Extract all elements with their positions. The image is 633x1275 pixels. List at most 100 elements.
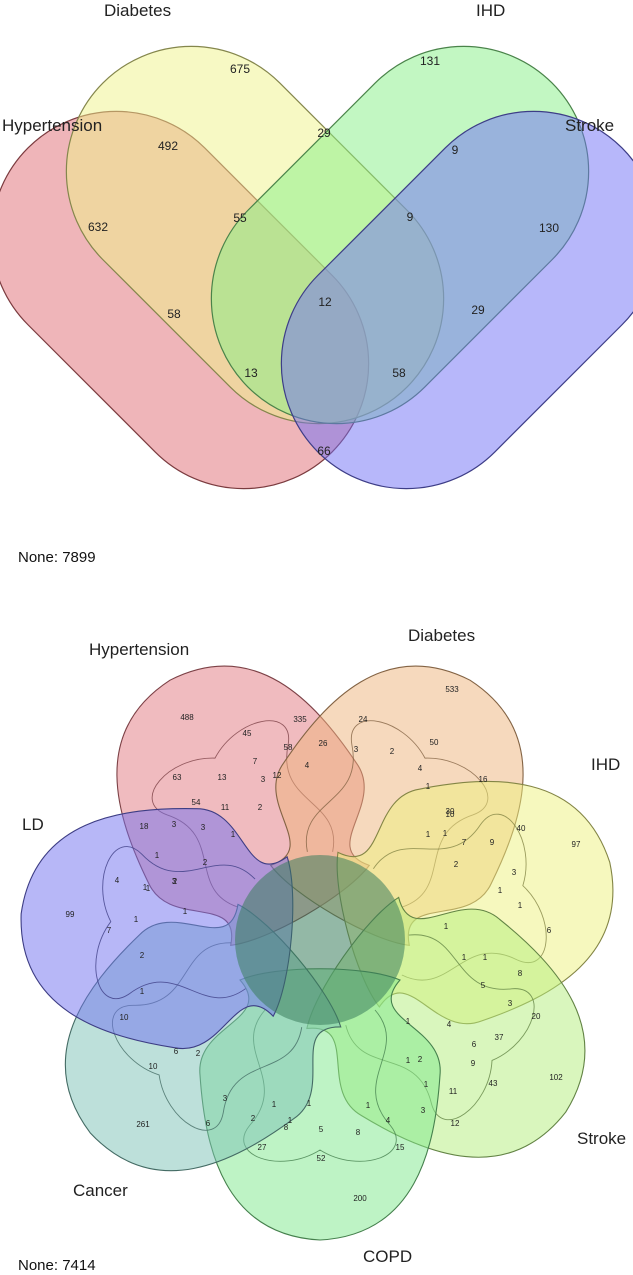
venn-region-count: 97 xyxy=(572,840,581,849)
venn-region-count: 12 xyxy=(318,295,332,309)
venn-seven-set-shapes xyxy=(20,665,614,1241)
venn-region-count: 1 xyxy=(426,830,431,839)
venn-region-count: 12 xyxy=(451,1119,460,1128)
venn-region-count: 1 xyxy=(307,1099,312,1108)
venn-set-label-copd: COPD xyxy=(363,1247,412,1266)
venn-set-label-ihd: IHD xyxy=(476,1,505,20)
venn-region-count: 30 xyxy=(446,807,455,816)
venn-region-count: 27 xyxy=(258,1143,267,1152)
venn-seven-set-labels: Hypertension Diabetes IHD Stroke COPD Cancer L… xyxy=(22,626,626,1266)
venn-region-count: 11 xyxy=(449,1087,458,1096)
venn-region-count: 2 xyxy=(251,1114,256,1123)
venn-region-count: 2 xyxy=(173,877,178,886)
venn-region-count: 55 xyxy=(233,211,247,225)
venn-region-count: 1 xyxy=(444,922,449,931)
venn-four-set-shapes xyxy=(0,45,633,490)
venn-region-count: 6 xyxy=(206,1119,211,1128)
venn-region-count: 3 xyxy=(261,775,266,784)
venn-set-label-ld: LD xyxy=(22,815,44,834)
venn-set-label-diabetes: Diabetes xyxy=(408,626,475,645)
venn-region-count: 10 xyxy=(149,1062,158,1071)
venn-region-count: 3 xyxy=(354,745,359,754)
venn-four-set-counts: 675 131 492 29 9 130 632 55 9 58 12 29 13 58 66 xyxy=(88,54,559,458)
venn-region-count: 9 xyxy=(407,210,414,224)
venn-region-count: 9 xyxy=(490,838,495,847)
venn-region-count: 18 xyxy=(140,822,149,831)
venn-region-count: 4 xyxy=(447,1020,452,1029)
venn-region-count: 40 xyxy=(517,824,526,833)
venn-region-count: 24 xyxy=(359,715,368,724)
venn-region-count: 533 xyxy=(445,685,459,694)
venn-region-count: 261 xyxy=(136,1120,150,1129)
venn-region-count: 1 xyxy=(426,782,431,791)
venn-region-count: 1 xyxy=(424,1080,429,1089)
venn-region-count: 492 xyxy=(158,139,178,153)
venn-region-count: 58 xyxy=(284,743,293,752)
venn-set-label-hypertension: Hypertension xyxy=(2,116,102,135)
venn-region-count: 7 xyxy=(462,838,467,847)
venn-region-count: 4 xyxy=(386,1116,391,1125)
venn-four-set-labels: Hypertension Diabetes IHD Stroke xyxy=(2,1,614,135)
venn-four-set-none-count: None: 7899 xyxy=(18,549,96,566)
venn-region-count: 12 xyxy=(273,771,282,780)
venn-region-count: 2 xyxy=(418,1055,423,1064)
venn-region-count: 1 xyxy=(462,953,467,962)
venn-region-count: 102 xyxy=(549,1073,563,1082)
venn-region-count: 1 xyxy=(134,915,139,924)
venn-set-label-diabetes: Diabetes xyxy=(104,1,171,20)
venn-region-count: 2 xyxy=(258,803,263,812)
venn-region-count: 3 xyxy=(223,1094,228,1103)
venn-region-count: 29 xyxy=(317,126,331,140)
venn-region-count: 7 xyxy=(253,757,258,766)
venn-set-shape-stroke xyxy=(280,110,633,490)
venn-region-count: 58 xyxy=(392,366,406,380)
venn-set-shape-ld xyxy=(20,808,294,1050)
venn-region-count: 1 xyxy=(146,884,151,893)
venn-region-count: 29 xyxy=(471,303,485,317)
venn-region-count: 6 xyxy=(472,1040,477,1049)
venn-region-count: 11 xyxy=(221,803,230,812)
venn-region-count: 66 xyxy=(317,444,331,458)
venn-region-count: 58 xyxy=(167,307,181,321)
venn-region-count: 675 xyxy=(230,62,250,76)
venn-region-count: 131 xyxy=(420,54,440,68)
venn-region-count: 6 xyxy=(547,926,552,935)
venn-region-count: 8 xyxy=(284,1123,289,1132)
venn-region-count: 45 xyxy=(243,729,252,738)
venn-region-count: 26 xyxy=(319,739,328,748)
venn-set-wave-ld xyxy=(95,846,256,1000)
venn-region-count: 4 xyxy=(418,764,423,773)
venn-set-label-stroke: Stroke xyxy=(577,1129,626,1148)
venn-region-count: 1 xyxy=(183,907,188,916)
venn-region-count: 7 xyxy=(107,926,112,935)
venn-region-count: 3 xyxy=(201,823,206,832)
venn-region-count: 1 xyxy=(143,883,148,892)
venn-region-count: 1 xyxy=(406,1056,411,1065)
venn-set-label-ihd: IHD xyxy=(591,755,620,774)
venn-region-count: 2 xyxy=(390,747,395,756)
venn-region-count: 15 xyxy=(396,1143,405,1152)
venn-region-count: 1 xyxy=(272,1100,277,1109)
venn-set-label-cancer: Cancer xyxy=(73,1181,128,1200)
venn-set-group-ld xyxy=(20,808,294,1050)
venn-region-count: 54 xyxy=(192,798,201,807)
venn-region-count: 130 xyxy=(539,221,559,235)
venn-region-count: 10 xyxy=(446,810,455,819)
venn-region-count: 3 xyxy=(172,820,177,829)
venn-region-count: 3 xyxy=(508,999,513,1008)
venn-diagram-four-sets: 675 131 492 29 9 130 632 55 9 58 12 29 13 58 66 Hypert… xyxy=(0,1,633,566)
venn-region-count: 37 xyxy=(495,1033,504,1042)
venn-region-count: 1 xyxy=(288,1116,293,1125)
venn-region-count: 8 xyxy=(356,1128,361,1137)
venn-seven-set-none-count: None: 7414 xyxy=(18,1257,96,1274)
venn-region-count: 4 xyxy=(305,761,310,770)
venn-region-count: 43 xyxy=(489,1079,498,1088)
venn-region-count: 1 xyxy=(155,851,160,860)
venn-set-label-hypertension: Hypertension xyxy=(89,640,189,659)
venn-region-count: 13 xyxy=(218,773,227,782)
venn-region-count: 1 xyxy=(443,829,448,838)
venn-region-count: 488 xyxy=(180,713,194,722)
venn-region-count: 5 xyxy=(481,981,486,990)
